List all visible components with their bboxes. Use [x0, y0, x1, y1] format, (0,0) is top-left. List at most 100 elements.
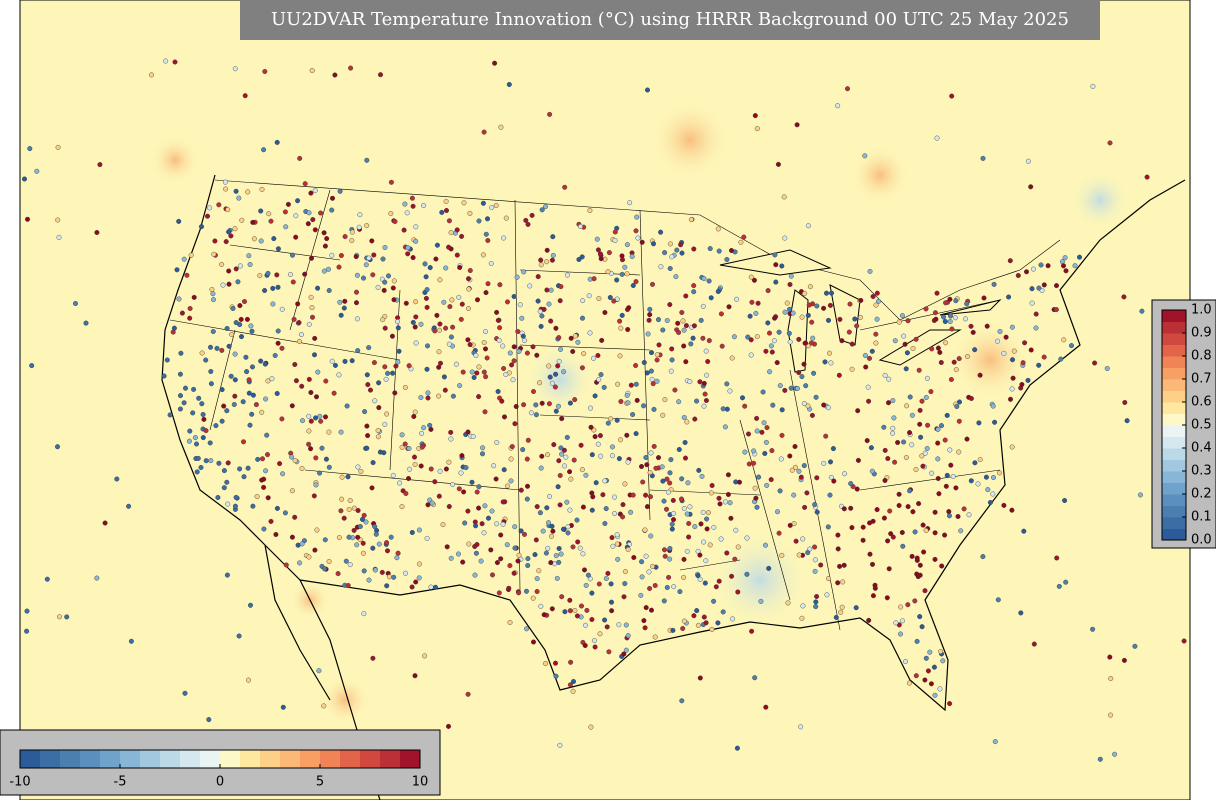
station-dot [502, 414, 508, 420]
station-dot [224, 479, 230, 485]
station-dot [716, 495, 722, 501]
station-dot [691, 283, 697, 289]
station-dot [484, 355, 490, 361]
station-dot [713, 584, 719, 590]
station-dot [437, 277, 443, 283]
station-dot [444, 544, 450, 550]
station-dot [665, 489, 671, 495]
station-dot [230, 306, 236, 312]
station-dot [148, 72, 154, 78]
station-dot [353, 254, 359, 260]
station-dot [873, 302, 879, 308]
station-dot [337, 188, 343, 194]
station-dot [515, 558, 521, 564]
station-dot [980, 554, 986, 560]
station-dot [753, 495, 759, 501]
station-dot [507, 620, 513, 626]
station-dot [410, 255, 416, 261]
station-dot [506, 81, 512, 87]
station-dot [243, 354, 249, 360]
station-dot [1041, 282, 1047, 288]
station-dot [855, 408, 861, 414]
station-dot [365, 433, 371, 439]
station-dot [232, 503, 238, 509]
station-dot [900, 543, 906, 549]
station-dot [787, 453, 793, 459]
station-dot [681, 556, 687, 562]
station-dot [250, 219, 256, 225]
station-dot [1107, 712, 1113, 718]
station-dot [450, 324, 456, 330]
station-dot [821, 402, 827, 408]
station-dot [599, 337, 605, 343]
station-dot [425, 502, 431, 508]
station-dot [760, 389, 766, 395]
station-dot [525, 221, 531, 227]
station-dot [366, 577, 372, 583]
station-dot [715, 289, 721, 295]
station-dot [508, 478, 514, 484]
station-dot [660, 412, 666, 418]
station-dot [372, 567, 378, 573]
station-dot [695, 622, 701, 628]
station-dot [519, 315, 525, 321]
station-dot [221, 468, 227, 474]
station-dot [492, 60, 498, 66]
station-dot [1006, 294, 1012, 300]
station-dot [914, 555, 920, 561]
station-dot [953, 298, 959, 304]
station-dot [741, 234, 747, 240]
station-dot [645, 87, 651, 93]
station-dot [295, 301, 301, 307]
station-dot [790, 310, 796, 316]
station-dot [650, 563, 656, 569]
station-dot [64, 614, 70, 620]
station-dot [245, 465, 251, 471]
station-dot [1063, 579, 1069, 585]
station-dot [869, 468, 875, 474]
station-dot [208, 458, 214, 464]
station-dot [246, 253, 252, 259]
colorbar-swatch [320, 750, 341, 768]
station-dot [704, 516, 710, 522]
station-dot [250, 392, 256, 398]
station-dot [947, 319, 953, 325]
station-dot [807, 284, 813, 290]
station-dot [935, 440, 941, 446]
station-dot [1132, 643, 1138, 649]
station-dot [891, 415, 897, 421]
station-dot [274, 505, 280, 511]
station-dot [697, 379, 703, 385]
station-dot [318, 418, 324, 424]
station-dot [480, 200, 486, 206]
station-dot [282, 510, 288, 516]
station-dot [644, 462, 650, 468]
station-dot [874, 316, 880, 322]
station-dot [622, 569, 628, 575]
station-dot [885, 456, 891, 462]
station-dot [203, 428, 209, 434]
station-dot [511, 358, 517, 364]
station-dot [656, 455, 662, 461]
station-dot [529, 212, 535, 218]
station-dot [643, 492, 649, 498]
station-dot [809, 319, 815, 325]
station-dot [751, 460, 757, 466]
station-dot [660, 478, 666, 484]
station-dot [913, 467, 919, 473]
station-dot [388, 210, 394, 216]
station-dot [804, 490, 810, 496]
station-dot [524, 588, 530, 594]
station-dot [866, 617, 872, 623]
station-dot [440, 522, 446, 528]
station-dot [375, 434, 381, 440]
station-dot [943, 300, 949, 306]
station-dot [640, 479, 646, 485]
coastline [161, 174, 1186, 801]
station-dot [641, 403, 647, 409]
station-dot [667, 470, 673, 476]
station-dot [585, 572, 591, 578]
station-dot [708, 295, 714, 301]
station-dot [838, 609, 844, 615]
station-dot [417, 561, 423, 567]
